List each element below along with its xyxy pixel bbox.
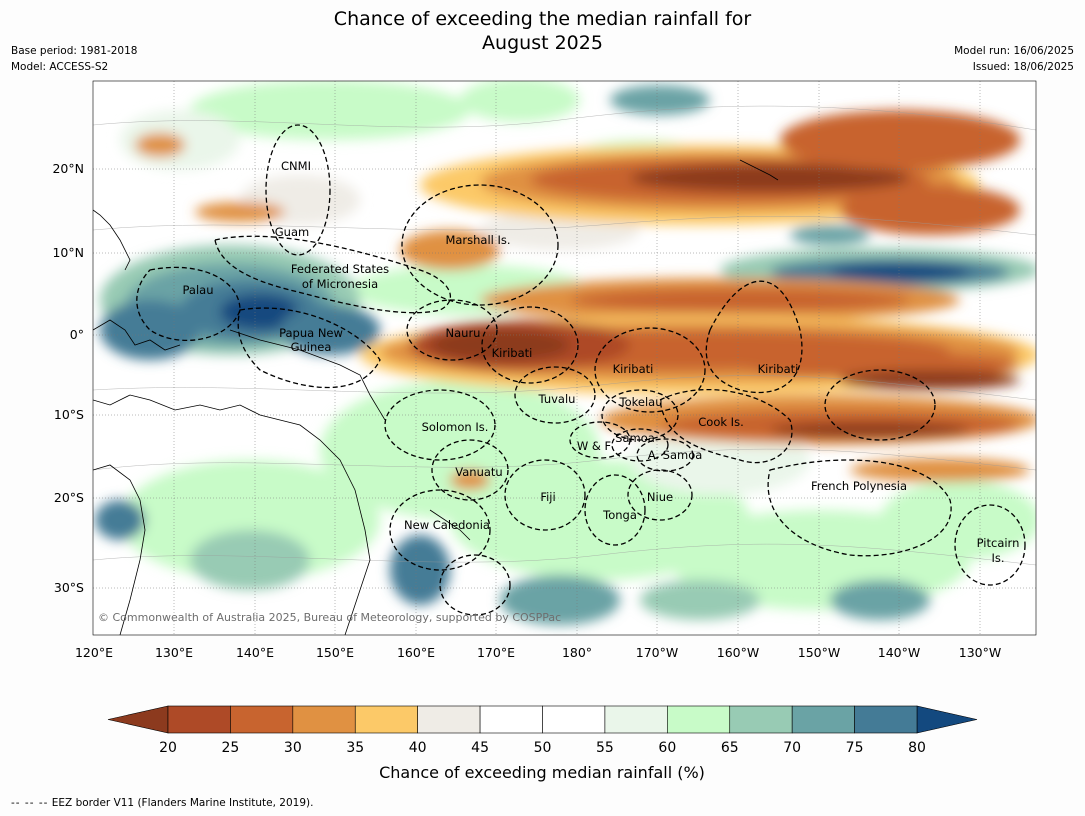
region-label: Kiribati [758, 362, 799, 376]
colorbar-under-arrow [107, 705, 169, 734]
colorbar-tick: 25 [222, 740, 240, 756]
colorbar-segment [292, 705, 356, 734]
colorbar-segment [167, 705, 231, 734]
rainfall-field [93, 81, 1036, 635]
lon-tick: 140°E [236, 645, 274, 660]
footer-note: -- -- -- EEZ border V11 (Flanders Marine… [11, 797, 313, 809]
region-label: Fiji [540, 490, 555, 504]
lat-tick: 10°N [52, 245, 84, 260]
lon-tick: 170°E [477, 645, 515, 660]
region-label: Niue [647, 490, 673, 504]
region-label: Papua New [279, 326, 343, 340]
lon-tick: 160°E [397, 645, 435, 660]
run-info: Model run: 16/06/2025 Issued: 18/06/2025 [954, 43, 1074, 75]
region-label: Guam [275, 225, 309, 239]
lon-tick: 150°E [316, 645, 354, 660]
colorbar-segment [854, 705, 918, 734]
region-label: French Polynesia [811, 479, 907, 493]
latitude-axis: 20°N 10°N 0° 10°S 20°S 30°S [52, 161, 84, 595]
colorbar-segment [479, 705, 543, 734]
region-label: A. Samoa [648, 448, 703, 462]
lat-tick: 10°S [54, 407, 84, 422]
region-label: New Caledonia [404, 518, 490, 532]
colorbar-tick: 20 [159, 740, 177, 756]
colorbar-label: Chance of exceeding median rainfall (%) [379, 763, 705, 782]
colorbar-tick: 55 [596, 740, 614, 756]
longitude-axis: 120°E 130°E 140°E 150°E 160°E 170°E 180°… [75, 645, 1001, 660]
region-label: Solomon Is. [422, 420, 489, 434]
region-label: Cook Is. [698, 415, 743, 429]
colorbar-segment [230, 705, 294, 734]
lon-tick: 170°W [636, 645, 678, 660]
colorbar-tick: 40 [409, 740, 427, 756]
colorbar-segment [604, 705, 668, 734]
coastlines [93, 159, 779, 635]
lat-tick: 0° [70, 327, 84, 342]
region-label: W & F [577, 439, 611, 453]
region-label: Marshall Is. [445, 233, 510, 247]
colorbar-over-arrow [916, 705, 978, 734]
lon-tick: 130°W [959, 645, 1001, 660]
region-label: Federated States [291, 262, 389, 276]
model-run: Model run: 16/06/2025 [954, 45, 1074, 57]
colorbar-segment [542, 705, 606, 734]
lon-tick: 130°E [155, 645, 193, 660]
lon-tick: 140°W [878, 645, 920, 660]
colorbar-tick: 35 [346, 740, 364, 756]
issued-date: Issued: 18/06/2025 [972, 61, 1074, 73]
region-label: Kiribati [492, 346, 533, 360]
colorbar-segment [354, 705, 418, 734]
colorbar: 20 25 30 35 40 45 50 55 60 65 70 75 80 [107, 705, 978, 756]
colorbar-tick: 70 [783, 740, 801, 756]
region-labels: CNMI Guam Marshall Is. Federated States … [183, 159, 1020, 565]
lat-tick: 20°N [52, 161, 84, 176]
region-label: Palau [183, 283, 214, 297]
eez-legend-text: EEZ border V11 (Flanders Marine Institut… [51, 797, 314, 809]
region-label: Samoa [615, 431, 655, 445]
model-info: Base period: 1981-2018 Model: ACCESS-S2 [11, 43, 137, 75]
region-label: Tuvalu [538, 392, 576, 406]
colorbar-tick: 50 [534, 740, 552, 756]
eez-legend-dashes: -- -- -- [11, 797, 49, 809]
eez-borders [136, 124, 1026, 616]
region-label: Tokelau [619, 395, 663, 409]
region-label: Pitcairn [977, 536, 1020, 550]
region-label: CNMI [281, 159, 311, 173]
lon-tick: 160°W [717, 645, 759, 660]
model-name: Model: ACCESS-S2 [11, 61, 109, 73]
colorbar-segment [791, 705, 855, 734]
region-label: of Micronesia [302, 277, 378, 291]
region-label: Tonga [602, 508, 637, 522]
colorbar-segment [417, 705, 481, 734]
title-line-2: August 2025 [482, 32, 603, 54]
colorbar-segment [667, 705, 731, 734]
region-label: Kiribati [613, 362, 654, 376]
lat-tick: 30°S [54, 580, 84, 595]
lon-tick: 150°W [798, 645, 840, 660]
colorbar-tick: 30 [284, 740, 302, 756]
title-line-1: Chance of exceeding the median rainfall … [333, 8, 752, 30]
colorbar-tick: 75 [846, 740, 864, 756]
base-period: Base period: 1981-2018 [11, 45, 138, 57]
map-title: Chance of exceeding the median rainfall … [0, 7, 1085, 55]
lat-tick: 20°S [54, 490, 84, 505]
colorbar-segment [729, 705, 793, 734]
region-label: Is. [991, 551, 1004, 565]
lon-tick: 180° [562, 645, 592, 660]
region-label: Nauru [446, 326, 481, 340]
colorbar-tick: 60 [658, 740, 676, 756]
colorbar-tick: 45 [471, 740, 489, 756]
colorbar-tick: 80 [908, 740, 926, 756]
region-label: Vanuatu [455, 465, 502, 479]
lon-tick: 120°E [75, 645, 113, 660]
colorbar-tick: 65 [721, 740, 739, 756]
copyright-notice: © Commonwealth of Australia 2025, Bureau… [98, 611, 561, 624]
region-label: Guinea [291, 340, 332, 354]
